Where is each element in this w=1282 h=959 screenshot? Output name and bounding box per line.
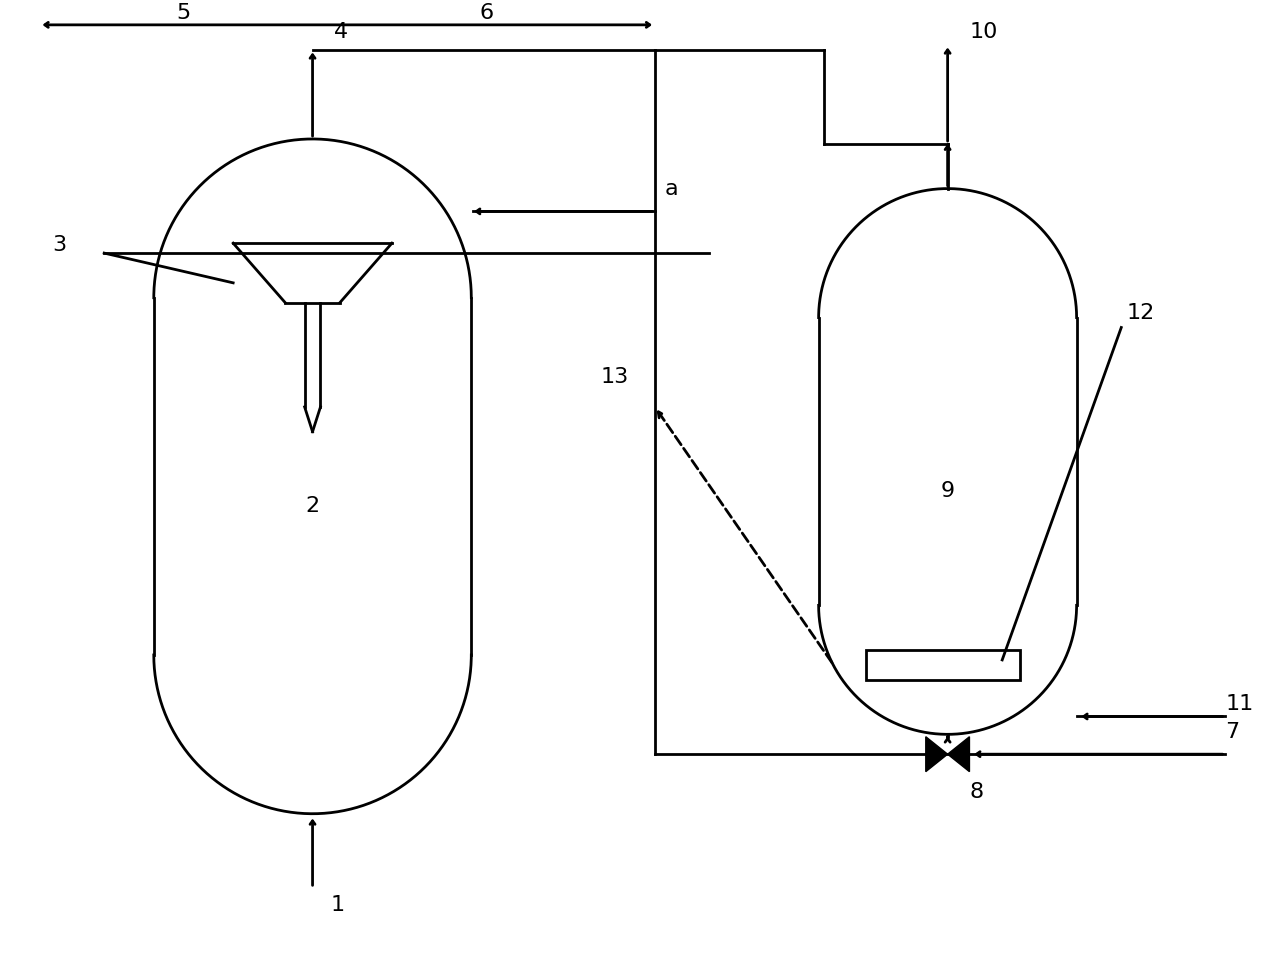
Text: 13: 13 xyxy=(600,367,628,387)
Bar xyxy=(865,650,1019,680)
Text: 1: 1 xyxy=(331,895,345,915)
Text: 3: 3 xyxy=(53,235,67,255)
Text: 10: 10 xyxy=(969,22,997,42)
Text: 5: 5 xyxy=(177,3,191,23)
Text: 7: 7 xyxy=(1226,722,1240,742)
Text: 6: 6 xyxy=(479,3,494,23)
Polygon shape xyxy=(926,737,947,772)
Text: a: a xyxy=(665,179,678,199)
Text: 12: 12 xyxy=(1126,303,1155,322)
Text: 4: 4 xyxy=(335,22,349,42)
Text: 8: 8 xyxy=(969,782,983,802)
Text: 9: 9 xyxy=(941,481,955,502)
Polygon shape xyxy=(947,737,969,772)
Text: 2: 2 xyxy=(305,496,319,516)
Text: 11: 11 xyxy=(1226,693,1254,713)
